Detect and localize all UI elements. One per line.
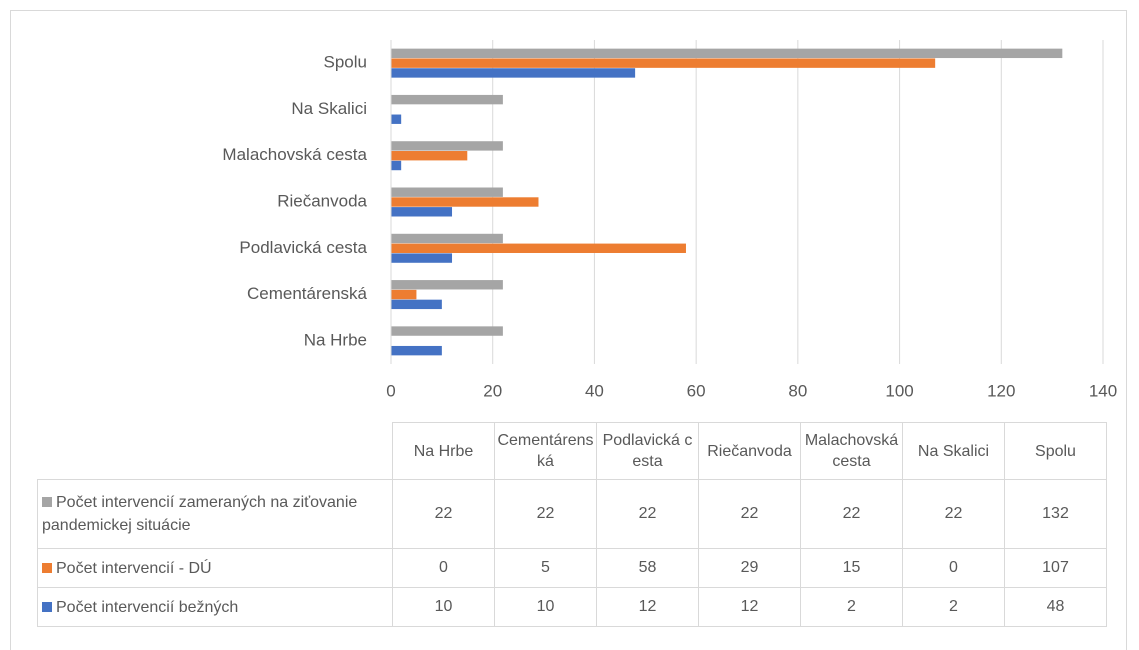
y-tick-label: Malachovská cesta (222, 145, 367, 164)
legend-key (42, 497, 52, 507)
bar (391, 58, 936, 68)
column-header: Na Skalici (902, 422, 1005, 480)
x-tick-label: 120 (987, 381, 1015, 400)
bar (391, 187, 503, 197)
table-value: 0 (392, 548, 495, 588)
bar (391, 151, 468, 161)
bar (391, 326, 503, 336)
table-value: 29 (698, 548, 801, 588)
table-value: 12 (698, 587, 801, 627)
legend-key (42, 562, 52, 573)
x-tick-label: 20 (483, 381, 502, 400)
x-tick-label: 100 (885, 381, 913, 400)
y-tick-label: Na Hrbe (304, 330, 367, 349)
bar (391, 289, 417, 300)
legend-label: Počet intervencií bežných (56, 598, 239, 616)
bar (391, 233, 503, 244)
bar (391, 197, 539, 207)
table-value: 12 (596, 587, 699, 627)
bar (391, 299, 442, 310)
table-value: 5 (494, 548, 597, 588)
data-table: Na Hrbe Cementárenská Podlavická cesta Rieč… (37, 422, 1107, 627)
legend-key (42, 601, 52, 612)
table-corner (38, 423, 393, 480)
bar (391, 345, 442, 356)
x-tick-label: 0 (386, 381, 395, 400)
table-value: 22 (902, 479, 1005, 549)
legend-label: Počet intervencií zameraných na ziťovani… (42, 494, 358, 534)
y-tick-label: Podlavická cesta (239, 238, 367, 257)
column-header: Malachovská cesta (800, 422, 903, 480)
table-value: 22 (494, 479, 597, 549)
table-value: 22 (800, 479, 903, 549)
column-header: Cementárenská (494, 422, 597, 480)
x-tick-label: 80 (788, 381, 807, 400)
table-value: 2 (902, 587, 1005, 627)
bar (391, 207, 453, 217)
table-value: 22 (698, 479, 801, 549)
y-tick-label: Spolu (324, 53, 367, 72)
column-header: Na Hrbe (392, 422, 495, 480)
y-tick-label: Na Skalici (291, 99, 367, 118)
bar (391, 141, 503, 151)
table-value: 10 (392, 587, 495, 627)
x-tick-label: 40 (585, 381, 604, 400)
table-row: Počet intervencií bežných 10 10 12 12 2 2 48 (37, 587, 1107, 627)
row-label: Počet intervencií zameraných na ziťovani… (37, 479, 393, 549)
table-value: 2 (800, 587, 903, 627)
x-tick-label: 60 (687, 381, 706, 400)
column-header: Podlavická cesta (596, 422, 699, 480)
x-tick-label: 140 (1089, 381, 1117, 400)
column-header: Riečanvoda (698, 422, 801, 480)
chart: 0 20 40 60 80 100 120 140 Na Hrbe Cementárenská Po… (222, 40, 1117, 400)
table-header-row: Na Hrbe Cementárenská Podlavická cesta Rieč… (38, 422, 1107, 480)
bar (391, 114, 402, 124)
bar (391, 243, 686, 253)
table-value: 48 (1004, 587, 1107, 627)
table-value: 22 (596, 479, 699, 549)
bar (391, 160, 402, 171)
table-row: Počet intervencií zameraných na ziťovani… (37, 479, 1107, 549)
table-row: Počet intervencií - DÚ 0 5 58 29 15 0 107 (37, 548, 1107, 588)
bar (391, 68, 636, 78)
table-value: 10 (494, 587, 597, 627)
table-value: 132 (1004, 479, 1107, 549)
table-value: 15 (800, 548, 903, 588)
bar (391, 48, 1063, 59)
table-value: 0 (902, 548, 1005, 588)
bar (391, 94, 503, 105)
table-value: 22 (392, 479, 495, 549)
legend-label: Počet intervencií - DÚ (56, 559, 212, 577)
bar (391, 253, 453, 263)
table-value: 107 (1004, 548, 1107, 588)
bar (391, 280, 503, 290)
y-tick-label: Riečanvoda (277, 191, 367, 210)
y-tick-label: Cementárenská (247, 284, 368, 303)
row-label: Počet intervencií bežných (37, 587, 393, 627)
table-value: 58 (596, 548, 699, 588)
chart-border (10, 10, 1127, 650)
row-label: Počet intervencií - DÚ (37, 548, 393, 588)
column-header: Spolu (1004, 422, 1107, 480)
